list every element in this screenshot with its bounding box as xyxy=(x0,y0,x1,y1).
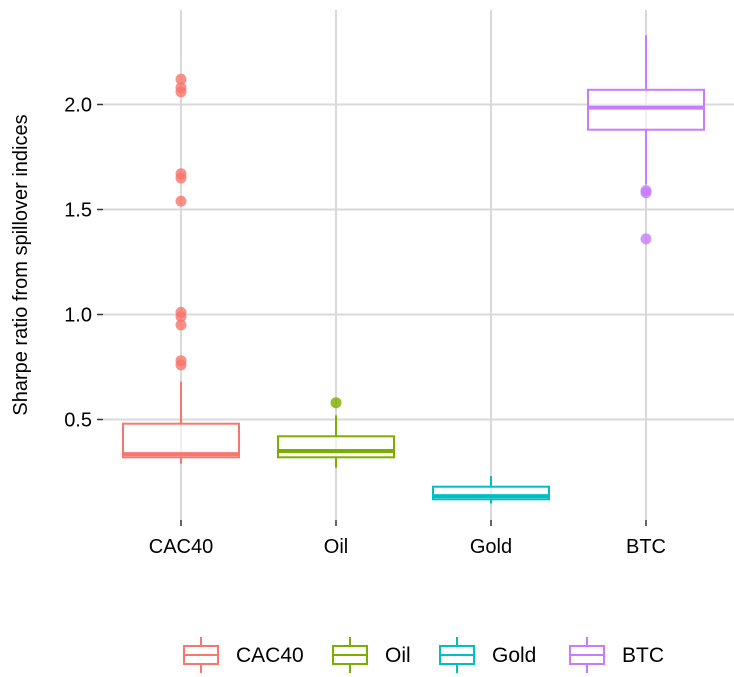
outlier-point xyxy=(175,319,187,331)
x-tick-label: BTC xyxy=(626,536,666,558)
x-tick-label: CAC40 xyxy=(149,536,213,558)
box xyxy=(587,88,705,131)
legend-item-gold: Gold xyxy=(439,637,536,673)
outlier-point xyxy=(175,195,187,207)
outlier-point xyxy=(330,397,342,409)
legend-label: BTC xyxy=(622,644,664,667)
legend-item-oil: Oil xyxy=(332,637,411,673)
legend-label: CAC40 xyxy=(236,644,304,667)
box xyxy=(277,435,395,459)
legend-label: Oil xyxy=(385,644,411,667)
outlier-point xyxy=(175,73,187,85)
boxplot-cac40 xyxy=(122,73,240,464)
outlier-point xyxy=(175,311,187,323)
legend-item-cac40: CAC40 xyxy=(183,637,304,673)
y-tick-label: 1.0 xyxy=(64,305,92,327)
x-tick-label: Gold xyxy=(470,536,512,558)
boxplot-layer xyxy=(122,35,705,504)
axis-layer: 0.5 1.0 1.5 2.0 CAC40 Oil Gold BTC xyxy=(64,95,666,559)
boxplot-btc xyxy=(587,35,705,245)
legend-item-btc: BTC xyxy=(569,637,664,673)
y-tick-label: 2.0 xyxy=(64,95,92,117)
outlier-point xyxy=(175,359,187,371)
y-tick-label: 1.5 xyxy=(64,200,92,222)
boxplot-gold xyxy=(432,476,550,504)
outlier-point xyxy=(175,86,187,98)
legend: CAC40 Oil Gold BTC xyxy=(183,637,664,673)
y-axis-label: Sharpe ratio from spillover indices xyxy=(10,114,32,415)
y-tick-label: 0.5 xyxy=(64,410,92,432)
outlier-point xyxy=(175,172,187,184)
outlier-point xyxy=(640,187,652,199)
x-tick-label: Oil xyxy=(324,536,348,558)
box xyxy=(122,422,240,459)
legend-label: Gold xyxy=(492,644,536,667)
boxplot-oil xyxy=(277,397,395,468)
outlier-point xyxy=(640,233,652,245)
